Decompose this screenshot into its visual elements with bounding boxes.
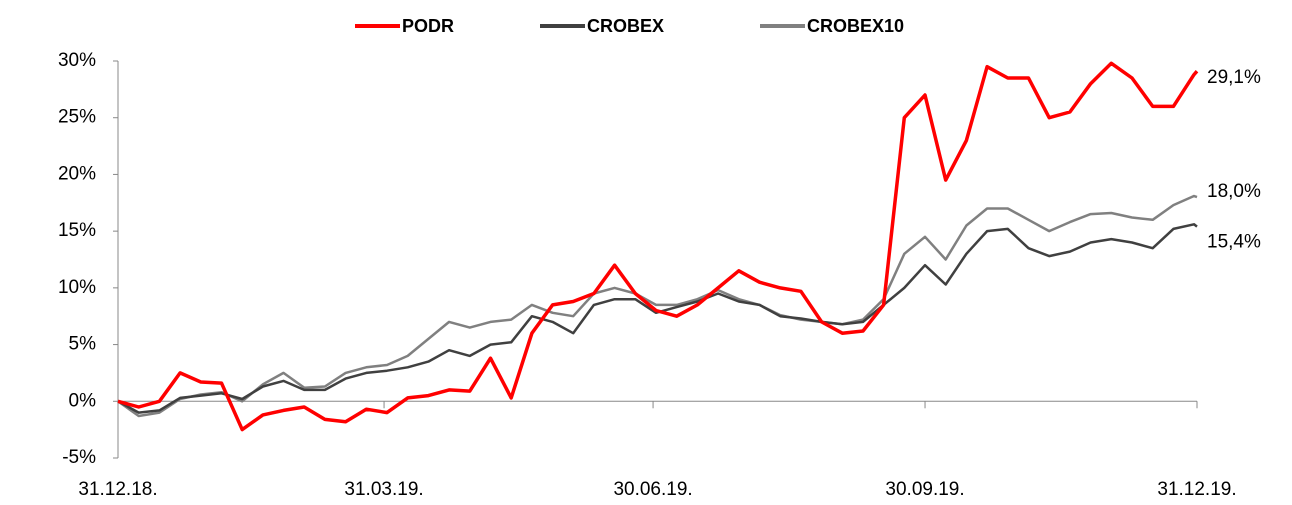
y-tick-label: 30% <box>58 50 96 71</box>
y-tick-label: 0% <box>69 390 97 411</box>
y-tick-label: 20% <box>58 163 96 184</box>
end-label: 15,4% <box>1207 232 1261 253</box>
y-tick-label: 15% <box>58 220 96 241</box>
series-line <box>117 194 1198 418</box>
y-tick-label: 5% <box>69 334 97 355</box>
series-line <box>117 61 1199 432</box>
end-label: 29,1% <box>1207 67 1261 88</box>
x-tick-label: 30.09.19. <box>885 479 964 500</box>
legend-label: PODR <box>402 16 454 36</box>
x-tick-label: 31.12.18. <box>78 479 157 500</box>
y-tick-label: 10% <box>58 277 96 298</box>
legend-label: CROBEX10 <box>807 16 904 36</box>
x-tick-label: 31.03.19. <box>344 479 423 500</box>
y-tick-label: -5% <box>62 447 96 468</box>
end-label: 18,0% <box>1207 181 1261 202</box>
y-tick-label: 25% <box>58 107 96 128</box>
legend-label: CROBEX <box>587 16 664 36</box>
series-line <box>117 223 1198 414</box>
x-tick-label: 30.06.19. <box>613 479 692 500</box>
x-tick-label: 31.12.19. <box>1157 479 1236 500</box>
